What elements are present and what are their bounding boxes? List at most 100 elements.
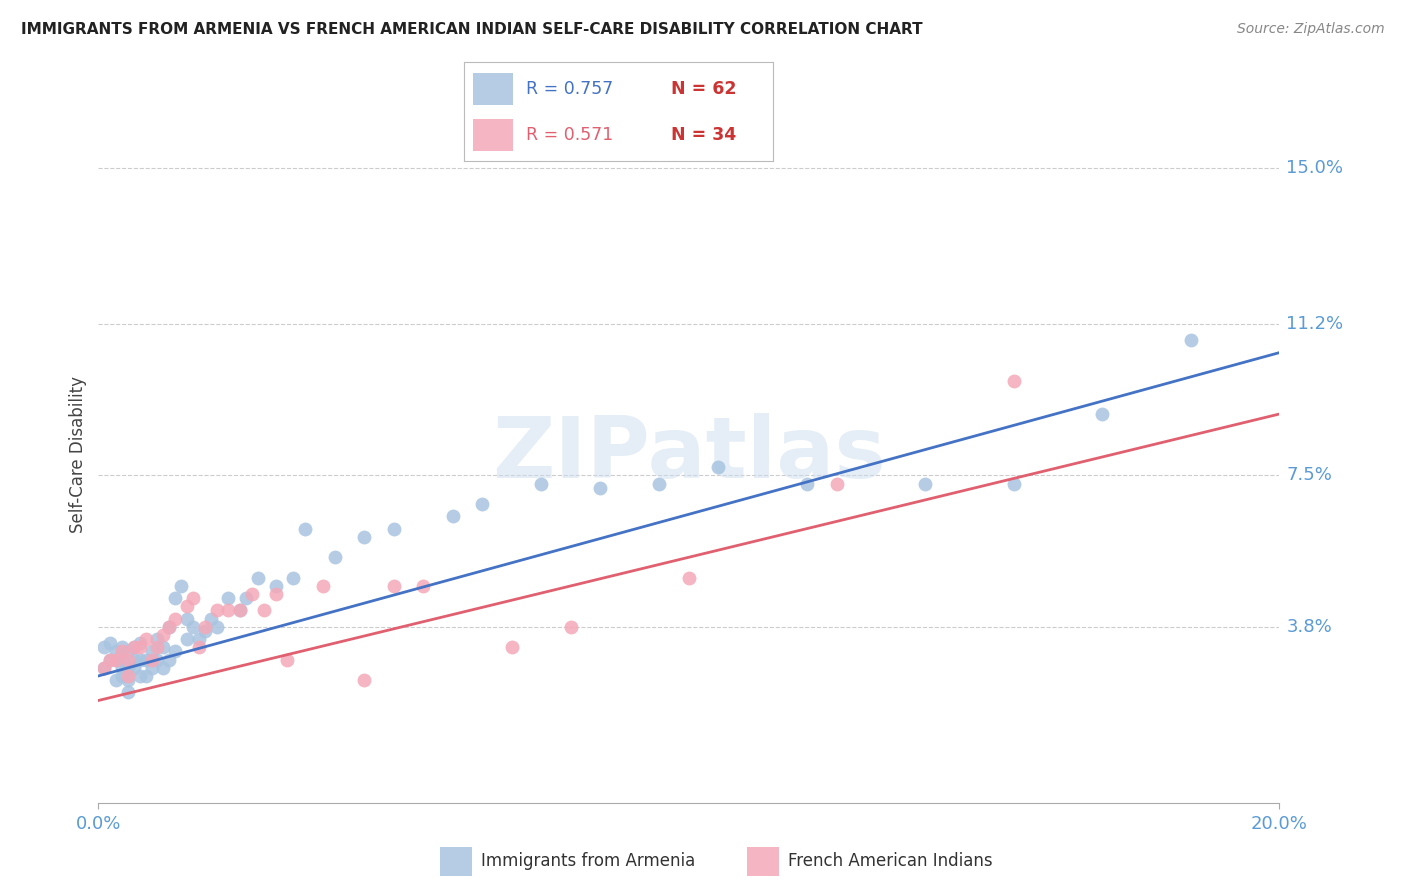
Text: Immigrants from Armenia: Immigrants from Armenia (481, 852, 695, 870)
Point (98, 652, 121, 666)
Point (678, 571, 700, 585)
Point (181, 620, 204, 634)
Point (141, 644, 163, 658)
Text: French American Indians: French American Indians (787, 852, 993, 870)
Point (122, 652, 145, 666)
Point (530, 476, 553, 491)
Point (111, 640, 134, 655)
Point (217, 591, 239, 606)
Point (141, 661, 163, 675)
Point (117, 685, 139, 699)
Y-axis label: Self-Care Disability: Self-Care Disability (69, 376, 87, 533)
Point (146, 652, 169, 666)
Point (353, 530, 375, 544)
Point (117, 652, 139, 666)
Point (128, 669, 150, 683)
Point (93, 661, 115, 675)
Bar (747, 847, 779, 876)
Point (146, 632, 169, 646)
Point (165, 591, 187, 606)
Point (111, 644, 134, 658)
Point (93, 640, 115, 655)
Point (128, 640, 150, 655)
Point (589, 481, 612, 495)
Point (176, 632, 198, 646)
Point (165, 612, 187, 626)
Text: N = 34: N = 34 (671, 126, 737, 144)
Point (157, 620, 180, 634)
Point (122, 640, 145, 655)
Text: IMMIGRANTS FROM ARMENIA VS FRENCH AMERICAN INDIAN SELF-CARE DISABILITY CORRELATI: IMMIGRANTS FROM ARMENIA VS FRENCH AMERIC… (21, 22, 922, 37)
Text: ZIPatlas: ZIPatlas (492, 413, 886, 497)
Text: R = 0.757: R = 0.757 (526, 80, 613, 98)
Point (93, 661, 115, 675)
Point (128, 652, 150, 666)
Point (501, 640, 523, 655)
Point (194, 624, 217, 638)
Text: 11.2%: 11.2% (1286, 315, 1344, 333)
Point (264, 587, 287, 601)
Point (235, 591, 257, 606)
Point (382, 579, 405, 593)
Point (176, 599, 198, 614)
Point (312, 579, 335, 593)
Point (170, 579, 193, 593)
Point (141, 652, 163, 666)
Point (181, 591, 204, 606)
Point (135, 652, 157, 666)
Point (176, 612, 198, 626)
Point (1091, 407, 1114, 421)
Point (914, 476, 936, 491)
Point (229, 603, 252, 617)
Text: N = 62: N = 62 (671, 80, 737, 98)
Point (382, 522, 405, 536)
Point (152, 640, 174, 655)
Point (152, 628, 174, 642)
Point (194, 620, 217, 634)
Point (200, 612, 222, 626)
Point (412, 579, 434, 593)
Point (471, 497, 494, 511)
Point (111, 652, 134, 666)
Point (560, 620, 582, 634)
Point (117, 669, 139, 683)
Point (117, 661, 139, 675)
Point (441, 509, 464, 524)
Point (187, 640, 209, 655)
Point (122, 640, 145, 655)
Point (105, 652, 128, 666)
Bar (474, 120, 513, 151)
Point (353, 673, 375, 687)
Point (117, 644, 139, 658)
Text: 3.8%: 3.8% (1286, 618, 1333, 636)
Point (1180, 334, 1202, 348)
Point (217, 603, 239, 617)
Point (135, 632, 157, 646)
Point (135, 669, 157, 683)
Point (128, 636, 150, 650)
Point (323, 550, 346, 565)
Point (707, 460, 730, 475)
Point (229, 603, 252, 617)
Point (294, 522, 316, 536)
Point (1002, 374, 1025, 388)
Text: Source: ZipAtlas.com: Source: ZipAtlas.com (1237, 22, 1385, 37)
Point (240, 587, 263, 601)
Point (105, 673, 128, 687)
Point (796, 476, 818, 491)
Point (205, 620, 228, 634)
Point (111, 661, 134, 675)
Point (648, 476, 671, 491)
Bar (440, 847, 472, 876)
Point (105, 652, 128, 666)
Point (276, 652, 298, 666)
Point (146, 640, 169, 655)
Point (117, 673, 139, 687)
Point (264, 579, 287, 593)
Point (165, 644, 187, 658)
Text: 15.0%: 15.0% (1286, 160, 1344, 178)
Point (98, 652, 121, 666)
Point (105, 644, 128, 658)
Text: R = 0.571: R = 0.571 (526, 126, 613, 144)
Point (111, 669, 134, 683)
